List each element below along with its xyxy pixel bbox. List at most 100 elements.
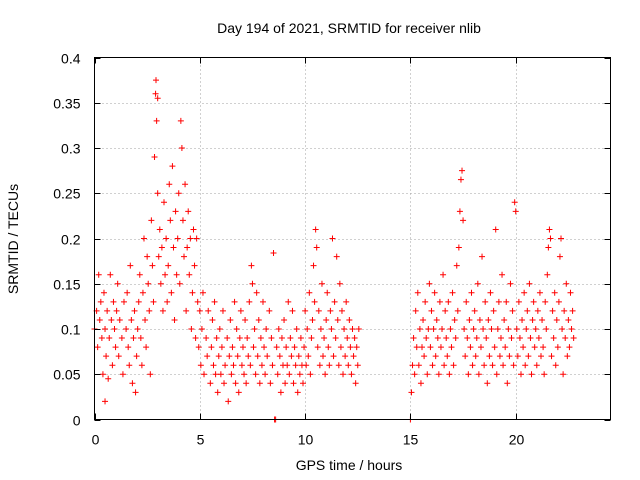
data-point — [179, 217, 186, 224]
data-point — [197, 362, 204, 369]
data-point — [448, 344, 455, 351]
data-point — [283, 344, 290, 351]
data-point — [433, 316, 440, 323]
data-point — [326, 362, 333, 369]
data-point — [229, 344, 236, 351]
data-point — [172, 208, 179, 215]
data-point — [353, 344, 360, 351]
data-point — [459, 167, 466, 174]
data-point — [291, 344, 298, 351]
data-point — [95, 271, 102, 278]
data-point — [473, 335, 480, 342]
data-point — [332, 335, 339, 342]
data-point — [514, 353, 521, 360]
data-point — [129, 380, 136, 387]
data-point — [414, 289, 421, 296]
data-point — [517, 371, 524, 378]
data-point — [567, 289, 574, 296]
data-point — [350, 353, 357, 360]
data-point — [543, 326, 550, 332]
data-point — [342, 353, 349, 360]
data-point — [322, 371, 329, 378]
data-point — [306, 289, 313, 296]
data-point — [184, 244, 191, 251]
data-point — [559, 326, 566, 332]
data-point — [307, 371, 314, 378]
data-point — [245, 353, 252, 360]
y-tick-label: 0.3 — [61, 141, 81, 157]
data-point — [428, 307, 435, 314]
data-point — [415, 362, 422, 369]
data-point — [493, 371, 500, 378]
data-point — [423, 335, 430, 342]
data-point — [261, 344, 268, 351]
data-point — [435, 371, 442, 378]
data-point — [313, 244, 320, 251]
data-point — [562, 335, 569, 342]
data-point — [209, 316, 216, 323]
data-point — [553, 316, 560, 323]
data-point — [135, 298, 142, 305]
data-point — [481, 362, 488, 369]
data-point — [103, 353, 110, 360]
data-point — [346, 316, 353, 323]
data-point — [302, 307, 309, 314]
data-point — [233, 326, 240, 332]
data-point — [191, 262, 198, 269]
data-point — [242, 316, 249, 323]
data-point — [131, 307, 138, 314]
data-point — [569, 307, 576, 314]
data-point — [329, 235, 336, 242]
data-point — [269, 362, 276, 369]
data-point — [201, 371, 208, 378]
data-point — [492, 226, 499, 233]
data-point — [355, 326, 362, 332]
data-point — [511, 199, 518, 206]
data-point — [204, 353, 211, 360]
data-point — [341, 326, 348, 332]
data-point — [308, 335, 315, 342]
data-point — [181, 253, 188, 260]
data-point — [162, 271, 169, 278]
data-point — [331, 298, 338, 305]
data-point — [189, 289, 196, 296]
data-point — [468, 289, 475, 296]
data-point — [447, 326, 454, 332]
data-point — [496, 353, 503, 360]
data-point — [545, 244, 552, 251]
data-point — [512, 208, 519, 215]
data-point — [464, 335, 471, 342]
data-point — [472, 353, 479, 360]
data-point — [440, 271, 447, 278]
data-point — [513, 326, 520, 332]
data-point — [111, 326, 118, 332]
data-point — [505, 326, 512, 332]
data-point — [190, 226, 197, 233]
data-point — [284, 362, 291, 369]
data-point — [552, 362, 559, 369]
data-point — [304, 326, 311, 332]
data-point — [343, 298, 350, 305]
data-point — [256, 380, 263, 387]
data-point — [434, 335, 441, 342]
data-point — [316, 362, 323, 369]
data-point — [169, 163, 176, 170]
data-point — [463, 298, 470, 305]
data-point — [527, 335, 534, 342]
data-point — [228, 371, 235, 378]
data-point — [125, 344, 132, 351]
data-point — [150, 298, 157, 305]
data-point — [159, 307, 166, 314]
data-point — [563, 280, 570, 287]
data-point — [449, 289, 456, 296]
data-point — [258, 362, 265, 369]
data-point — [194, 298, 201, 305]
data-point — [439, 326, 446, 332]
data-point — [255, 316, 262, 323]
data-point — [219, 307, 226, 314]
data-point — [266, 307, 273, 314]
y-axis-label: SRMTID / TECUs — [5, 184, 21, 294]
data-point — [532, 326, 539, 332]
y-tick-label: 0.1 — [61, 322, 81, 338]
data-point — [508, 335, 515, 342]
